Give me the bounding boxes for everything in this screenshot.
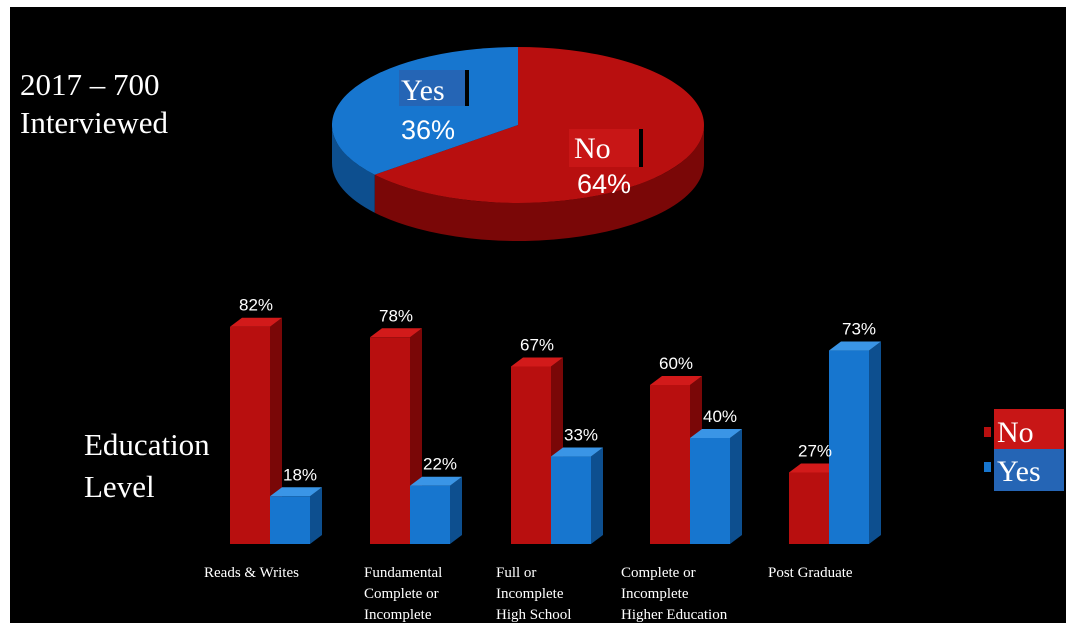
- pie-slice-yes: [332, 46, 518, 175]
- pie-side-yes: [332, 125, 375, 213]
- pie-side-no: [374, 125, 704, 241]
- bar-yes-1-side: [450, 476, 462, 544]
- bar-yes-4-top: [829, 341, 881, 351]
- bar-yes-0-top: [270, 487, 322, 497]
- bar-yes-0: [270, 487, 322, 544]
- pie-label-shadow-yes: [465, 70, 469, 106]
- category-label-1-line2: Incomplete: [364, 607, 432, 623]
- bar-label-yes-1: 22%: [423, 455, 457, 474]
- category-label-3-line2: Higher Education: [621, 607, 728, 623]
- bar-label-yes-4: 73%: [842, 320, 876, 339]
- bar-no-2-face: [511, 366, 551, 544]
- pie-label-shadow-no: [639, 129, 643, 167]
- pie-label-box-yes: [399, 70, 465, 106]
- legend: No Yes: [984, 409, 1064, 491]
- chart-panel: 2017 – 700 Interviewed Education Level Y…: [10, 7, 1066, 623]
- bar-yes-0-face: [270, 496, 310, 544]
- category-label-2-line0: Full or: [496, 565, 536, 581]
- legend-swatch-no: [984, 427, 991, 437]
- bar-yes-3-top: [690, 429, 742, 438]
- bar-label-yes-2: 33%: [564, 426, 598, 445]
- bar-yes-4-side: [869, 341, 881, 544]
- pie-chart: Yes 36% No 64%: [332, 46, 705, 241]
- bar-label-no-3: 60%: [659, 354, 693, 373]
- chart-title-line1: 2017 – 700: [20, 67, 160, 102]
- bar-label-yes-3: 40%: [703, 407, 737, 426]
- pie-label-no: No: [574, 132, 611, 165]
- legend-box-yes: [994, 449, 1064, 491]
- legend-label-yes: Yes: [997, 455, 1041, 488]
- bar-no-2: [511, 357, 563, 544]
- bar-label-no-2: 67%: [520, 335, 554, 354]
- bar-no-4-top: [789, 463, 841, 473]
- bar-yes-0-side: [310, 487, 322, 544]
- pie-value-yes: 36%: [401, 115, 455, 145]
- bar-no-3-top: [650, 376, 702, 385]
- bar-yes-2-side: [591, 447, 603, 544]
- chart-canvas: 2017 – 700 Interviewed Education Level Y…: [20, 46, 1064, 623]
- category-label-2-line2: High School: [496, 607, 571, 623]
- bar-label-no-4: 27%: [798, 441, 832, 460]
- legend-label-no: No: [997, 416, 1034, 449]
- bar-yes-3: [690, 429, 742, 544]
- bar-label-no-0: 82%: [239, 296, 273, 315]
- bar-no-1-face: [370, 337, 410, 544]
- category-label-3-line1: Incomplete: [621, 586, 689, 602]
- bar-yes-4: [829, 341, 881, 544]
- education-level-label-line1: Education: [84, 427, 210, 462]
- category-label-3-line0: Complete or: [621, 565, 696, 581]
- bar-no-0-side: [270, 317, 282, 544]
- category-label-1-line1: Complete or: [364, 586, 439, 602]
- category-label-4-line0: Post Graduate: [768, 565, 853, 581]
- bar-no-0-top: [230, 317, 282, 327]
- bar-yes-3-side: [730, 429, 742, 544]
- bar-yes-2: [551, 447, 603, 544]
- pie-label-box-no: [569, 129, 639, 167]
- category-label-1-line0: Fundamental: [364, 565, 442, 581]
- bar-no-4-face: [789, 472, 829, 544]
- bar-yes-1-face: [410, 485, 450, 544]
- education-level-label-line2: Level: [84, 469, 155, 504]
- bar-label-no-1: 78%: [379, 306, 413, 325]
- category-label-2-line1: Incomplete: [496, 586, 564, 602]
- bar-yes-2-top: [551, 447, 603, 457]
- bar-yes-1-top: [410, 476, 462, 486]
- bar-label-yes-0: 18%: [283, 465, 317, 484]
- bar-no-2-top: [511, 357, 563, 367]
- bar-chart: 82% 18% Reads & Writes 78% 22% Fundamental Com…: [204, 296, 881, 623]
- bar-no-1-top: [370, 328, 422, 338]
- chart-title-line2: Interviewed: [20, 105, 169, 140]
- bar-no-3-face: [650, 385, 690, 544]
- bar-no-0: [230, 317, 282, 544]
- pie-label-yes: Yes: [401, 74, 445, 107]
- bar-no-1: [370, 328, 422, 544]
- bar-no-0-face: [230, 326, 270, 544]
- legend-box-no: [994, 409, 1064, 451]
- bar-no-3: [650, 376, 702, 544]
- legend-swatch-yes: [984, 462, 991, 472]
- bar-yes-3-face: [690, 438, 730, 544]
- bar-yes-1: [410, 476, 462, 544]
- pie-value-no: 64%: [577, 169, 631, 199]
- bar-yes-4-face: [829, 350, 869, 544]
- bar-yes-2-face: [551, 456, 591, 544]
- category-label-0-line0: Reads & Writes: [204, 565, 299, 581]
